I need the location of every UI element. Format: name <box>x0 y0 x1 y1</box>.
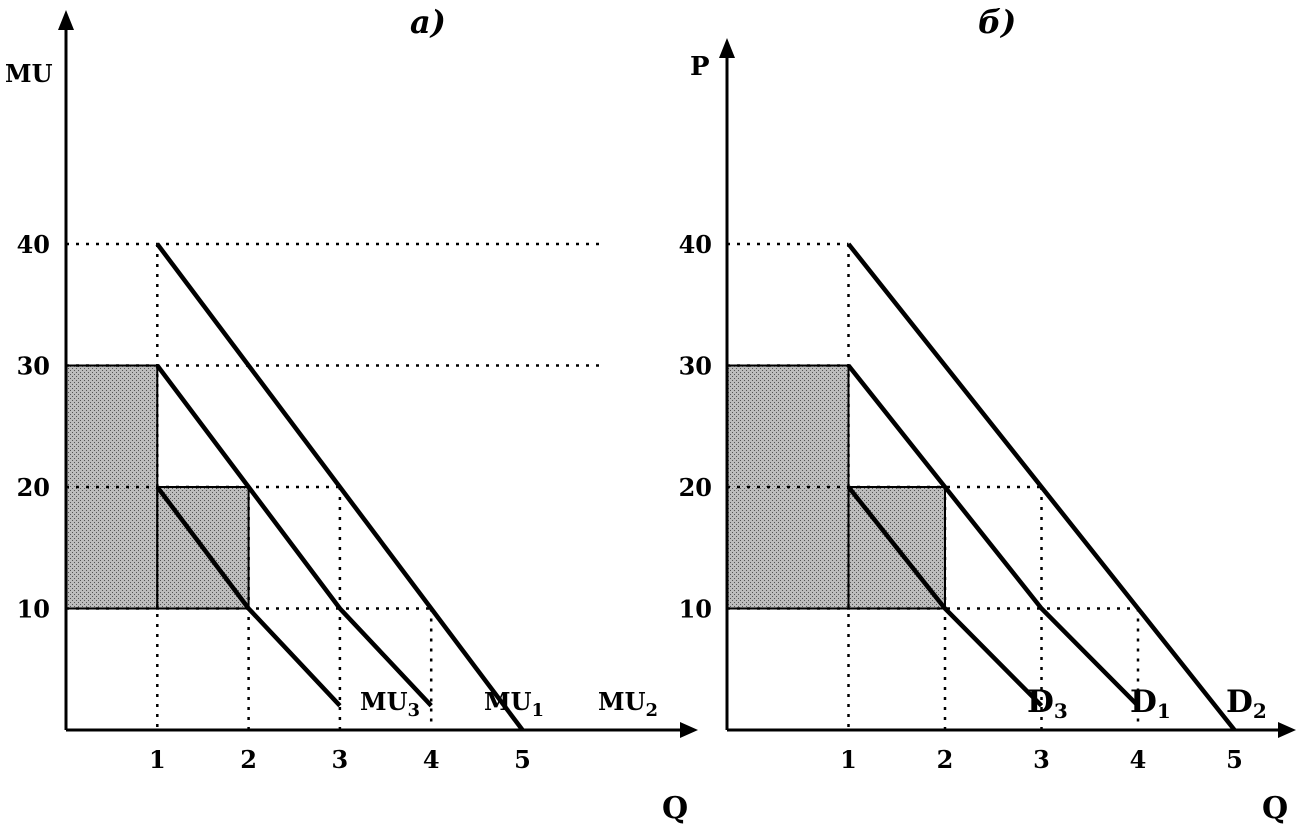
panel-a-y-ticks: 10 20 30 40 <box>17 230 50 624</box>
panel-b-y-ticks: 10 20 30 40 <box>679 230 712 624</box>
panel-b-x-axis-arrow <box>1278 722 1296 738</box>
panel-b-series-label-D2: D2 <box>1226 684 1267 723</box>
panel-a-y-tick-40: 40 <box>17 230 50 259</box>
panel-b-x-tick-1: 1 <box>840 745 857 774</box>
panel-b-y-tick-10: 10 <box>679 595 712 624</box>
panel-a-y-axis-arrow <box>58 10 74 30</box>
panel-b-title: б) <box>978 3 1016 41</box>
panel-b-y-tick-30: 30 <box>679 352 712 381</box>
panel-b-series-D3 <box>846 485 1044 708</box>
panel-b-y-axis-arrow <box>719 38 735 58</box>
panel-b-x-tick-2: 2 <box>937 745 954 774</box>
panel-b: 1 2 3 4 5 10 20 30 40 D3 D1 D2 б) P Q <box>679 3 1296 826</box>
panel-b-series-D2 <box>846 242 1237 732</box>
panel-a-series-label-MU1: MU1 <box>484 687 544 721</box>
panel-a-series-label-MU3: MU3 <box>360 687 420 721</box>
panel-a-x-tick-5: 5 <box>514 745 531 774</box>
panel-a-series-MU2 <box>155 242 525 732</box>
panel-b-x-tick-3: 3 <box>1033 745 1050 774</box>
panel-a-x-ticks: 1 2 3 4 5 <box>149 745 531 774</box>
panel-b-series-label-D3: D3 <box>1027 684 1068 723</box>
panel-a: 1 2 3 4 5 10 20 30 40 MU3 MU1 MU2 a) MU Q <box>5 3 698 826</box>
panel-b-y-axis-title: P <box>690 52 710 82</box>
panel-a-x-tick-1: 1 <box>149 745 166 774</box>
panel-a-y-tick-10: 10 <box>17 595 50 624</box>
panel-a-y-axis-title: MU <box>5 59 53 88</box>
panel-b-series-label-D1: D1 <box>1130 684 1171 723</box>
panel-a-series-labels: MU3 MU1 MU2 <box>360 687 658 721</box>
panel-b-x-ticks: 1 2 3 4 5 <box>840 745 1243 774</box>
panel-a-series-MU1 <box>155 364 433 708</box>
panel-a-x-tick-4: 4 <box>423 745 440 774</box>
panel-a-series <box>155 242 525 732</box>
panel-a-x-axis-arrow <box>680 722 698 738</box>
panel-a-shaded-area-1 <box>65 364 159 610</box>
panel-a-title: a) <box>410 3 446 41</box>
panel-b-y-tick-20: 20 <box>679 473 712 502</box>
panel-b-series <box>846 242 1237 732</box>
panel-b-x-axis-title: Q <box>1262 791 1288 826</box>
panel-b-series-D1 <box>846 364 1140 708</box>
panel-a-y-tick-20: 20 <box>17 473 50 502</box>
panel-b-axes <box>719 38 1296 738</box>
panel-b-series-labels: D3 D1 D2 <box>1027 684 1267 723</box>
panel-a-series-label-MU2: MU2 <box>598 687 658 721</box>
panel-a-guides <box>66 242 605 730</box>
panel-a-x-tick-2: 2 <box>240 745 257 774</box>
panel-a-series-MU3 <box>155 485 342 708</box>
panel-b-y-tick-40: 40 <box>679 230 712 259</box>
panel-b-x-tick-5: 5 <box>1226 745 1243 774</box>
panel-b-x-tick-4: 4 <box>1130 745 1147 774</box>
panel-a-x-axis-title: Q <box>662 791 688 826</box>
panel-a-y-tick-30: 30 <box>17 352 50 381</box>
panel-a-x-tick-3: 3 <box>332 745 349 774</box>
panel-a-axes <box>58 10 698 738</box>
